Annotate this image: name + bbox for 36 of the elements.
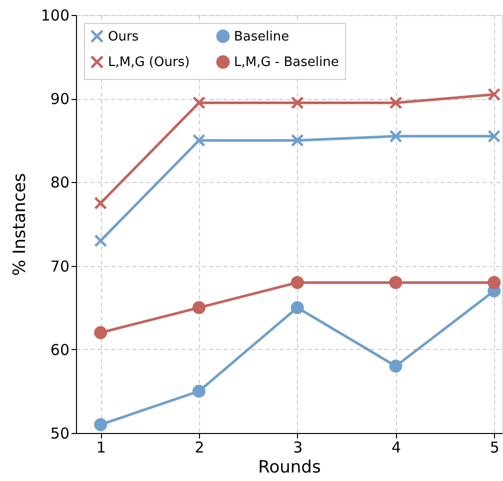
y-tick-label: 50 <box>50 424 70 442</box>
x-tick-label: 3 <box>293 438 303 456</box>
y-tick-label: 80 <box>50 174 70 192</box>
point <box>389 276 402 290</box>
legend-label: L,M,G (Ours) <box>108 55 190 70</box>
point <box>488 276 501 290</box>
x-tick-label: 4 <box>391 438 402 456</box>
x-tick-label: 1 <box>96 438 106 456</box>
point <box>290 301 304 314</box>
y-tick-label: 60 <box>50 340 70 359</box>
y-tick-label: 90 <box>50 90 70 108</box>
legend-label: L,M,G - Baseline <box>234 55 339 70</box>
point <box>94 418 108 432</box>
point <box>488 88 501 101</box>
point <box>94 326 108 340</box>
point <box>192 384 206 398</box>
legend-label: Ours <box>108 29 139 44</box>
legend-label: Baseline <box>234 29 290 44</box>
y-tick-label: 100 <box>40 6 70 24</box>
point <box>389 96 402 110</box>
point <box>488 130 501 143</box>
x-tick-label: 5 <box>490 438 500 456</box>
point <box>389 130 402 143</box>
y-tick-label: 70 <box>50 257 70 276</box>
x-tick-label: 2 <box>194 438 204 456</box>
point <box>94 196 108 210</box>
x-axis-title: Rounds <box>258 458 321 478</box>
point <box>290 134 304 147</box>
point <box>192 134 206 147</box>
point <box>389 360 402 373</box>
point <box>290 276 304 290</box>
point <box>192 96 206 110</box>
point <box>94 234 108 248</box>
point <box>192 301 206 314</box>
y-axis-title: % Instances <box>10 173 30 276</box>
point <box>290 96 304 110</box>
